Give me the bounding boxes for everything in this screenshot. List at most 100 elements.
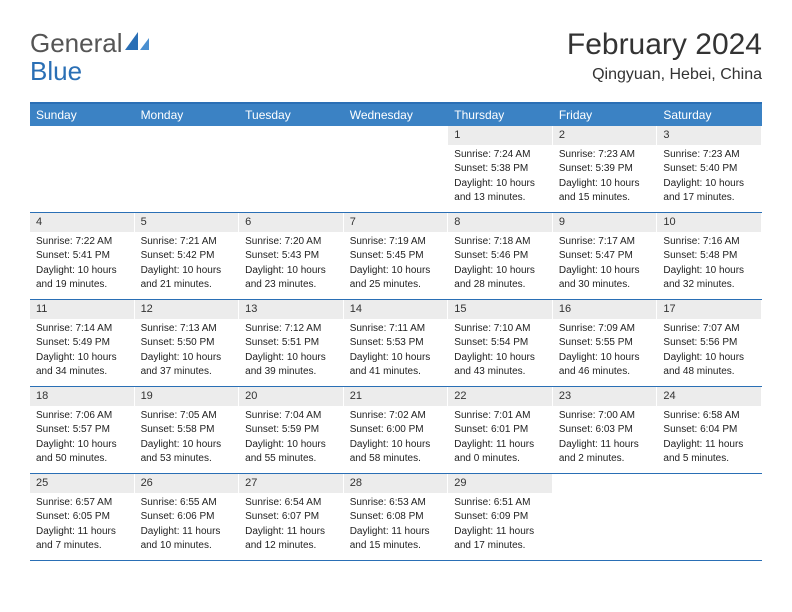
daylight-line-1: Daylight: 10 hours [559, 177, 652, 191]
sunset-line: Sunset: 5:43 PM [245, 249, 338, 263]
daylight-line-1: Daylight: 10 hours [559, 351, 652, 365]
date-number: 16 [553, 300, 658, 319]
sunset-line: Sunset: 6:08 PM [350, 510, 443, 524]
sunset-line: Sunset: 5:56 PM [663, 336, 756, 350]
cell-body: Sunrise: 6:57 AMSunset: 6:05 PMDaylight:… [30, 493, 135, 558]
daylight-line-2: and 21 minutes. [141, 278, 234, 292]
sunset-line: Sunset: 5:51 PM [245, 336, 338, 350]
sunrise-line: Sunrise: 6:54 AM [245, 496, 338, 510]
daylight-line-1: Daylight: 10 hours [663, 177, 756, 191]
date-number: 24 [657, 387, 762, 406]
cell-body: Sunrise: 7:21 AMSunset: 5:42 PMDaylight:… [135, 232, 240, 297]
daylight-line-2: and 53 minutes. [141, 452, 234, 466]
daylight-line-2: and 37 minutes. [141, 365, 234, 379]
sunrise-line: Sunrise: 7:24 AM [454, 148, 547, 162]
week-row: 1Sunrise: 7:24 AMSunset: 5:38 PMDaylight… [30, 126, 762, 213]
sunset-line: Sunset: 5:45 PM [350, 249, 443, 263]
day-cell: 13Sunrise: 7:12 AMSunset: 5:51 PMDayligh… [239, 300, 344, 386]
sunset-line: Sunset: 6:01 PM [454, 423, 547, 437]
cell-body: Sunrise: 7:16 AMSunset: 5:48 PMDaylight:… [657, 232, 762, 297]
cell-body: Sunrise: 7:19 AMSunset: 5:45 PMDaylight:… [344, 232, 449, 297]
sunset-line: Sunset: 6:09 PM [454, 510, 547, 524]
sunrise-line: Sunrise: 7:04 AM [245, 409, 338, 423]
daylight-line-2: and 7 minutes. [36, 539, 129, 553]
day-header-wednesday: Wednesday [344, 104, 449, 126]
cell-body: Sunrise: 7:02 AMSunset: 6:00 PMDaylight:… [344, 406, 449, 471]
sunrise-line: Sunrise: 7:05 AM [141, 409, 234, 423]
day-cell: 2Sunrise: 7:23 AMSunset: 5:39 PMDaylight… [553, 126, 658, 212]
sunset-line: Sunset: 5:39 PM [559, 162, 652, 176]
day-cell: 15Sunrise: 7:10 AMSunset: 5:54 PMDayligh… [448, 300, 553, 386]
daylight-line-1: Daylight: 10 hours [141, 264, 234, 278]
date-number: 25 [30, 474, 135, 493]
date-number: 29 [448, 474, 553, 493]
date-number: 14 [344, 300, 449, 319]
sunset-line: Sunset: 6:06 PM [141, 510, 234, 524]
day-cell: 12Sunrise: 7:13 AMSunset: 5:50 PMDayligh… [135, 300, 240, 386]
sunset-line: Sunset: 5:50 PM [141, 336, 234, 350]
cell-body: Sunrise: 7:11 AMSunset: 5:53 PMDaylight:… [344, 319, 449, 384]
sunset-line: Sunset: 5:47 PM [559, 249, 652, 263]
cell-body: Sunrise: 7:24 AMSunset: 5:38 PMDaylight:… [448, 145, 553, 210]
sunrise-line: Sunrise: 7:18 AM [454, 235, 547, 249]
daylight-line-2: and 25 minutes. [350, 278, 443, 292]
date-number: 17 [657, 300, 762, 319]
sunset-line: Sunset: 5:41 PM [36, 249, 129, 263]
empty-cell [30, 126, 135, 212]
daylight-line-2: and 13 minutes. [454, 191, 547, 205]
date-number: 21 [344, 387, 449, 406]
logo-text-blue: Blue [30, 56, 82, 87]
empty-cell [135, 126, 240, 212]
sunrise-line: Sunrise: 7:20 AM [245, 235, 338, 249]
date-number: 20 [239, 387, 344, 406]
sunset-line: Sunset: 6:03 PM [559, 423, 652, 437]
sunset-line: Sunset: 5:59 PM [245, 423, 338, 437]
title-block: February 2024 Qingyuan, Hebei, China [567, 28, 762, 84]
sunrise-line: Sunrise: 7:21 AM [141, 235, 234, 249]
month-title: February 2024 [567, 28, 762, 62]
day-header-friday: Friday [553, 104, 658, 126]
daylight-line-2: and 30 minutes. [559, 278, 652, 292]
date-number: 23 [553, 387, 658, 406]
day-cell: 25Sunrise: 6:57 AMSunset: 6:05 PMDayligh… [30, 474, 135, 560]
date-number: 11 [30, 300, 135, 319]
date-number: 7 [344, 213, 449, 232]
cell-body: Sunrise: 7:05 AMSunset: 5:58 PMDaylight:… [135, 406, 240, 471]
day-header-row: SundayMondayTuesdayWednesdayThursdayFrid… [30, 104, 762, 126]
date-number: 10 [657, 213, 762, 232]
sunset-line: Sunset: 5:38 PM [454, 162, 547, 176]
sunset-line: Sunset: 6:05 PM [36, 510, 129, 524]
daylight-line-1: Daylight: 10 hours [663, 351, 756, 365]
day-cell: 17 Sunrise: 7:07 AMSunset: 5:56 PMDayligh… [657, 300, 762, 386]
sunset-line: Sunset: 5:49 PM [36, 336, 129, 350]
cell-body: Sunrise: 7:06 AMSunset: 5:57 PMDaylight:… [30, 406, 135, 471]
sunrise-line: Sunrise: 7:06 AM [36, 409, 129, 423]
cell-body: Sunrise: 7:22 AMSunset: 5:41 PMDaylight:… [30, 232, 135, 297]
sunset-line: Sunset: 5:48 PM [663, 249, 756, 263]
daylight-line-2: and 48 minutes. [663, 365, 756, 379]
day-cell: 27Sunrise: 6:54 AMSunset: 6:07 PMDayligh… [239, 474, 344, 560]
sunset-line: Sunset: 5:46 PM [454, 249, 547, 263]
date-number: 15 [448, 300, 553, 319]
daylight-line-1: Daylight: 11 hours [663, 438, 756, 452]
calendar: SundayMondayTuesdayWednesdayThursdayFrid… [30, 102, 762, 561]
cell-body: Sunrise: 6:58 AMSunset: 6:04 PMDaylight:… [657, 406, 762, 471]
day-cell: 18Sunrise: 7:06 AMSunset: 5:57 PMDayligh… [30, 387, 135, 473]
week-row: 11 Sunrise: 7:14 AMSunset: 5:49 PM Dayligh… [30, 300, 762, 387]
daylight-line-2: and 5 minutes. [663, 452, 756, 466]
day-header-saturday: Saturday [657, 104, 762, 126]
day-cell: 22Sunrise: 7:01 AMSunset: 6:01 PMDayligh… [448, 387, 553, 473]
sunrise-line: Sunrise: 7:23 AM [663, 148, 756, 162]
day-cell: 20Sunrise: 7:04 AMSunset: 5:59 PMDayligh… [239, 387, 344, 473]
day-cell: 9Sunrise: 7:17 AMSunset: 5:47 PMDaylight… [553, 213, 658, 299]
sunrise-line: Sunrise: 7:16 AM [663, 235, 756, 249]
day-cell: 14Sunrise: 7:11 AMSunset: 5:53 PMDayligh… [344, 300, 449, 386]
sunrise-line: Sunrise: 7:11 AM [350, 322, 443, 336]
daylight-line-2: and 12 minutes. [245, 539, 338, 553]
day-cell: 29Sunrise: 6:51 AMSunset: 6:09 PMDayligh… [448, 474, 553, 560]
day-cell: 1Sunrise: 7:24 AMSunset: 5:38 PMDaylight… [448, 126, 553, 212]
sunrise-line: Sunrise: 7:07 AM [663, 322, 756, 336]
sunrise-line: Sunrise: 7:09 AM [559, 322, 652, 336]
cell-body: Sunrise: 6:55 AMSunset: 6:06 PMDaylight:… [135, 493, 240, 558]
sunrise-line: Sunrise: 7:14 AM [36, 322, 129, 336]
